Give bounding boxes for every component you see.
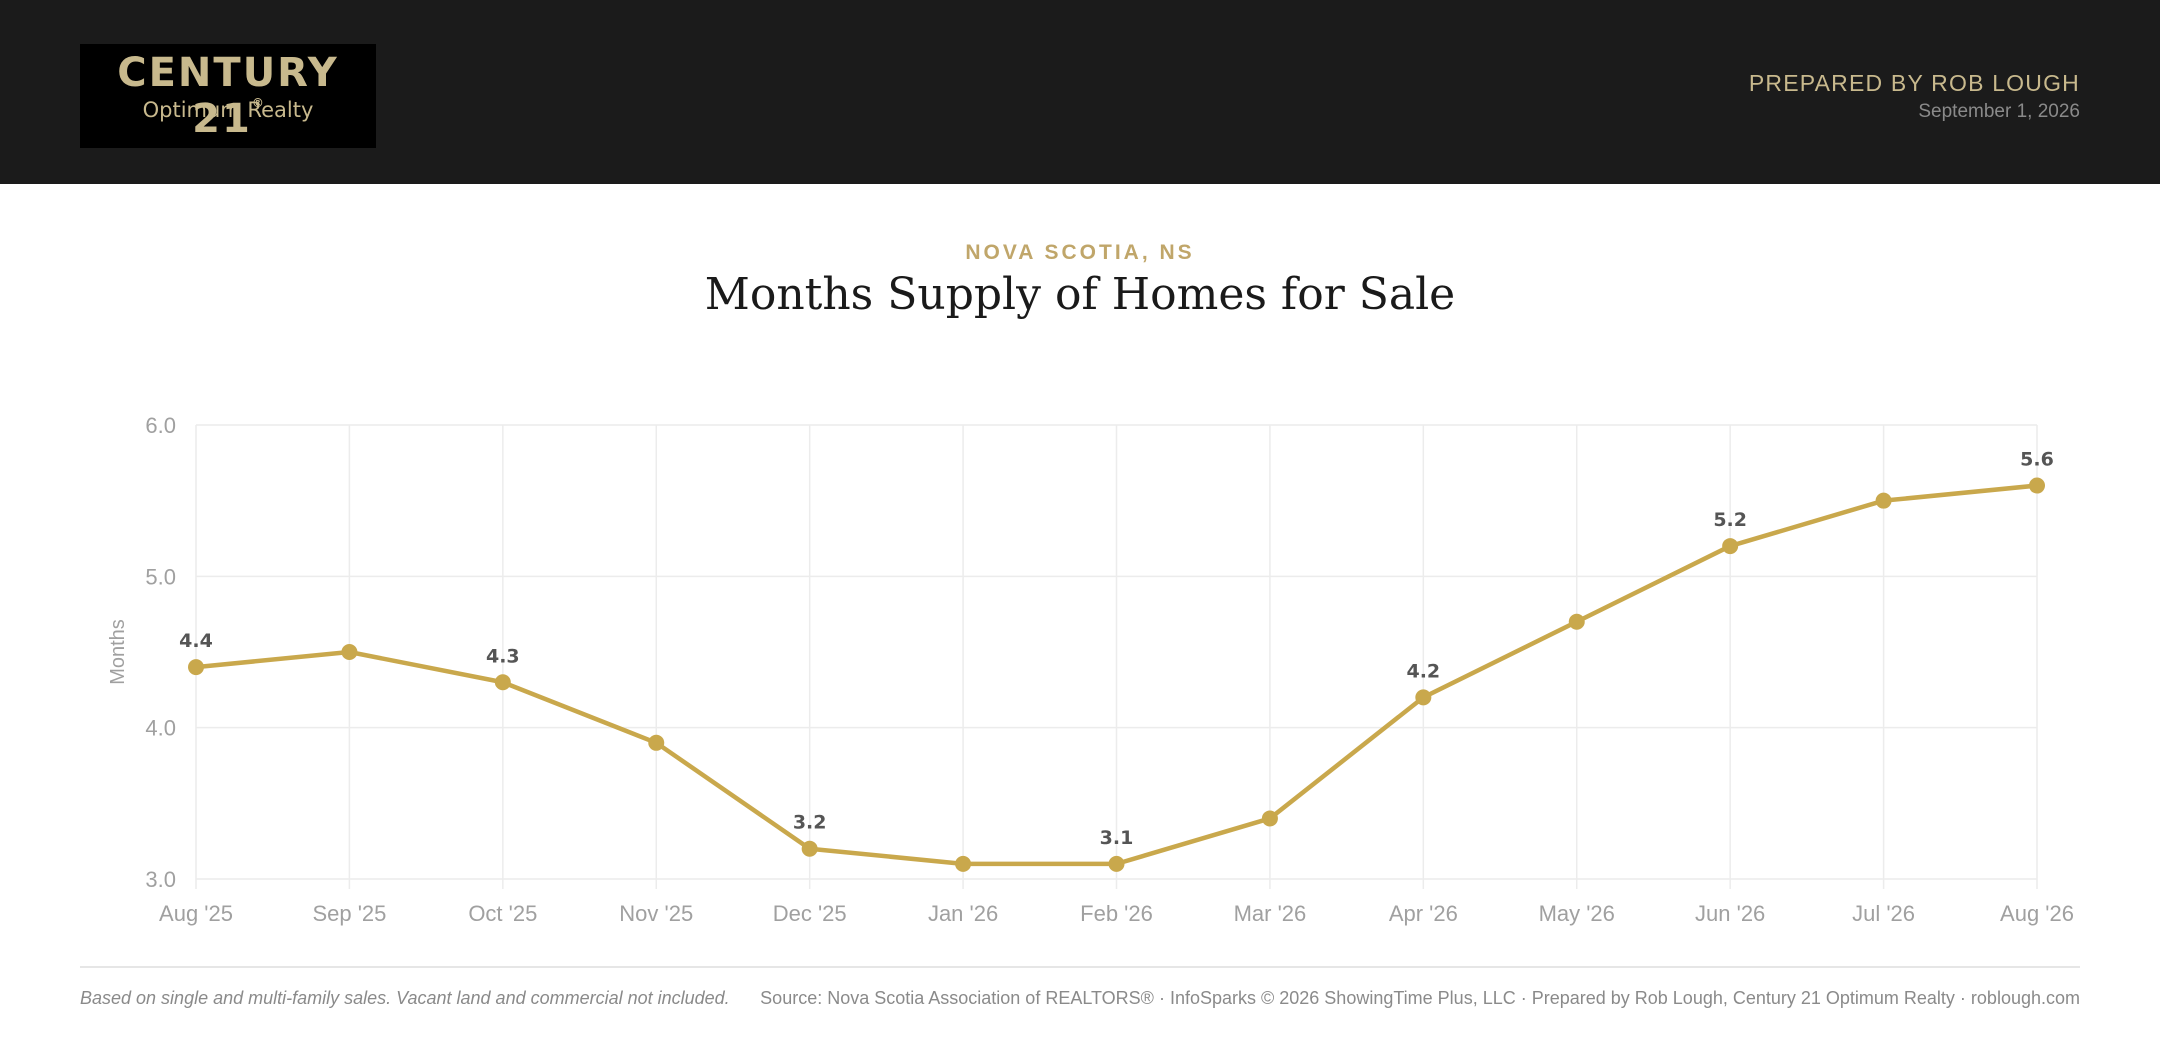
chart-title: Months Supply of Homes for Sale: [704, 269, 1456, 320]
data-label: 4.3: [486, 645, 520, 667]
data-point: [1875, 492, 1892, 509]
data-point: [1568, 613, 1585, 630]
logo-registered-mark: ®: [251, 96, 264, 110]
logo-brand-text: CENTURY 21: [117, 50, 339, 142]
line-chart: 3.0 4.0 5.0 6.0 Aug '25 Sep '25 Oct '25 Nov '25…: [107, 413, 2074, 926]
region-label: NOVA SCOTIA, NS: [965, 241, 1195, 264]
data-label: 5.2: [1713, 509, 1747, 531]
logo-subtitle: Optimum Realty: [142, 98, 314, 122]
report-date: September 1, 2026: [1918, 101, 2080, 122]
data-point: [801, 840, 818, 857]
x-tick-label: May '26: [1539, 901, 1615, 926]
y-axis-title: Months: [107, 619, 129, 685]
data-point: [2029, 477, 2045, 494]
data-point: [494, 674, 511, 691]
x-tick-label: Jan '26: [928, 901, 998, 926]
footer-divider: [80, 966, 2080, 968]
x-tick-label: Jul '26: [1852, 901, 1915, 926]
x-tick-label: Feb '26: [1080, 901, 1153, 926]
data-point: [188, 659, 204, 676]
x-tick-label: Mar '26: [1234, 901, 1307, 926]
data-label: 3.2: [793, 812, 827, 834]
data-label: 4.4: [179, 630, 213, 652]
data-label: 3.1: [1100, 827, 1134, 849]
data-point: [1108, 855, 1125, 872]
data-label: 5.6: [2020, 449, 2054, 471]
data-point: [1261, 810, 1278, 827]
logo-brand: CENTURY 21®: [80, 50, 376, 142]
x-tick-label: Dec '25: [773, 901, 847, 926]
century21-logo: CENTURY 21® Optimum Realty: [80, 44, 376, 148]
x-tick-label: Sep '25: [312, 901, 386, 926]
footer-source: Source: Nova Scotia Association of REALT…: [760, 988, 2080, 1008]
x-tick-label: Nov '25: [619, 901, 693, 926]
y-tick-label: 4.0: [145, 716, 176, 741]
data-point: [341, 644, 358, 660]
y-tick-label: 6.0: [145, 413, 176, 438]
footer-note: Based on single and multi-family sales. …: [80, 988, 730, 1008]
data-point: [1722, 538, 1739, 555]
data-point: [1415, 689, 1432, 706]
prepared-by: PREPARED BY ROB LOUGH: [1748, 70, 2080, 96]
x-tick-label: Jun '26: [1695, 901, 1765, 926]
x-tick-label: Aug '25: [159, 901, 233, 926]
x-tick-label: Apr '26: [1389, 901, 1458, 926]
data-point: [955, 855, 972, 872]
report-header: CENTURY 21® Optimum Realty PREPARED BY R…: [0, 0, 2160, 184]
x-tick-label: Aug '26: [2000, 901, 2074, 926]
data-label: 4.2: [1406, 660, 1440, 682]
data-point: [648, 734, 665, 751]
x-tick-label: Oct '25: [468, 901, 537, 926]
y-tick-label: 5.0: [145, 564, 176, 589]
y-tick-label: 3.0: [145, 867, 176, 892]
